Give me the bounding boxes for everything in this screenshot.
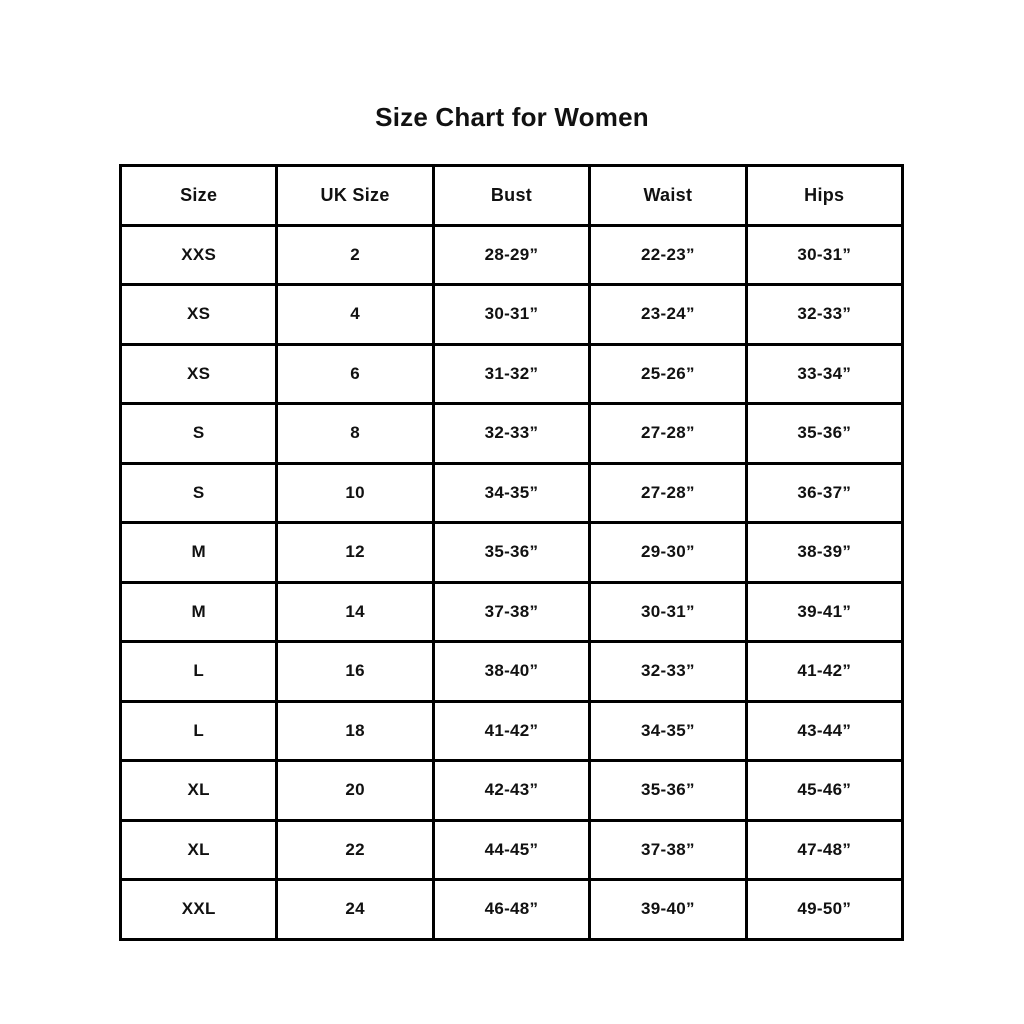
cell-waist: 32-33”: [588, 640, 748, 703]
cell-uk-size: 12: [275, 521, 435, 584]
table-row: S 10 34-35” 27-28” 36-37”: [118, 461, 904, 524]
cell-hips: 33-34”: [744, 342, 904, 405]
cell-uk-size: 22: [275, 818, 435, 881]
cell-hips: 30-31”: [744, 223, 904, 286]
cell-uk-size: 16: [275, 640, 435, 703]
cell-waist: 34-35”: [588, 699, 748, 762]
table-row: L 18 41-42” 34-35” 43-44”: [118, 699, 904, 762]
table-header-row: Size UK Size Bust Waist Hips: [118, 164, 904, 227]
cell-uk-size: 10: [275, 461, 435, 524]
cell-uk-size: 8: [275, 402, 435, 465]
cell-size: XS: [118, 283, 279, 346]
table-row: XL 22 44-45” 37-38” 47-48”: [118, 818, 904, 881]
cell-uk-size: 4: [275, 283, 435, 346]
table-row: M 14 37-38” 30-31” 39-41”: [118, 580, 904, 643]
cell-bust: 32-33”: [431, 402, 592, 465]
table-row: M 12 35-36” 29-30” 38-39”: [118, 521, 904, 584]
table-row: L 16 38-40” 32-33” 41-42”: [118, 640, 904, 703]
cell-hips: 32-33”: [744, 283, 904, 346]
cell-waist: 35-36”: [588, 759, 748, 822]
cell-waist: 25-26”: [588, 342, 748, 405]
cell-bust: 31-32”: [431, 342, 592, 405]
cell-bust: 35-36”: [431, 521, 592, 584]
cell-bust: 44-45”: [431, 818, 592, 881]
cell-hips: 49-50”: [744, 878, 904, 941]
table-row: S 8 32-33” 27-28” 35-36”: [118, 402, 904, 465]
cell-bust: 28-29”: [431, 223, 592, 286]
cell-uk-size: 20: [275, 759, 435, 822]
cell-hips: 47-48”: [744, 818, 904, 881]
cell-bust: 46-48”: [431, 878, 592, 941]
cell-waist: 27-28”: [588, 461, 748, 524]
cell-waist: 30-31”: [588, 580, 748, 643]
table-row: XXL 24 46-48” 39-40” 49-50”: [118, 878, 904, 941]
cell-size: M: [118, 521, 279, 584]
table-header: Size UK Size Bust Waist Hips: [118, 164, 904, 227]
cell-size: M: [118, 580, 279, 643]
column-header-waist: Waist: [588, 164, 748, 227]
cell-bust: 34-35”: [431, 461, 592, 524]
size-chart-table: Size UK Size Bust Waist Hips XXS 2 28-29” 2…: [118, 164, 904, 941]
cell-bust: 37-38”: [431, 580, 592, 643]
cell-hips: 36-37”: [744, 461, 904, 524]
table-row: XL 20 42-43” 35-36” 45-46”: [118, 759, 904, 822]
cell-size: L: [118, 640, 279, 703]
cell-bust: 30-31”: [431, 283, 592, 346]
cell-hips: 41-42”: [744, 640, 904, 703]
cell-waist: 39-40”: [588, 878, 748, 941]
cell-size: L: [118, 699, 279, 762]
column-header-hips: Hips: [744, 164, 904, 227]
cell-size: S: [118, 461, 279, 524]
cell-size: XXS: [118, 223, 279, 286]
cell-waist: 29-30”: [588, 521, 748, 584]
cell-uk-size: 14: [275, 580, 435, 643]
cell-hips: 45-46”: [744, 759, 904, 822]
size-table-container: Size UK Size Bust Waist Hips XXS 2 28-29” 2…: [118, 164, 904, 941]
table-row: XS 4 30-31” 23-24” 32-33”: [118, 283, 904, 346]
cell-uk-size: 18: [275, 699, 435, 762]
cell-bust: 42-43”: [431, 759, 592, 822]
table-row: XXS 2 28-29” 22-23” 30-31”: [118, 223, 904, 286]
cell-size: S: [118, 402, 279, 465]
cell-size: XXL: [118, 878, 279, 941]
cell-hips: 39-41”: [744, 580, 904, 643]
cell-bust: 41-42”: [431, 699, 592, 762]
cell-waist: 27-28”: [588, 402, 748, 465]
table-row: XS 6 31-32” 25-26” 33-34”: [118, 342, 904, 405]
cell-hips: 38-39”: [744, 521, 904, 584]
column-header-bust: Bust: [431, 164, 592, 227]
cell-uk-size: 6: [275, 342, 435, 405]
cell-size: XL: [118, 759, 279, 822]
cell-size: XL: [118, 818, 279, 881]
cell-bust: 38-40”: [431, 640, 592, 703]
cell-uk-size: 2: [275, 223, 435, 286]
page-title: Size Chart for Women: [375, 102, 649, 132]
cell-uk-size: 24: [275, 878, 435, 941]
cell-waist: 23-24”: [588, 283, 748, 346]
cell-waist: 37-38”: [588, 818, 748, 881]
cell-hips: 35-36”: [744, 402, 904, 465]
column-header-size: Size: [118, 164, 279, 227]
cell-waist: 22-23”: [588, 223, 748, 286]
cell-hips: 43-44”: [744, 699, 904, 762]
column-header-uk-size: UK Size: [275, 164, 435, 227]
cell-size: XS: [118, 342, 279, 405]
table-body: XXS 2 28-29” 22-23” 30-31” XS 4 30-31” 23-24” 32-…: [118, 223, 904, 941]
